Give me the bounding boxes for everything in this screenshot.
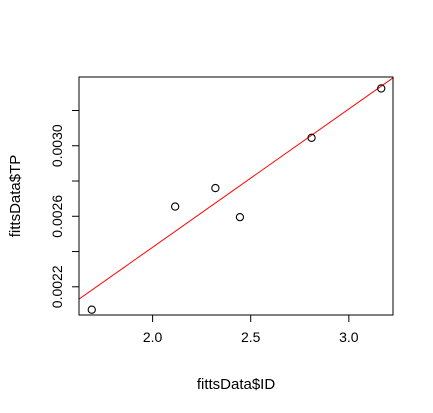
data-point [377,84,386,93]
regression-line [79,77,393,300]
x-axis: 2.0 2.5 3.0 [143,315,359,345]
x-tick-label: 2.0 [143,329,163,345]
plot-frame [78,76,394,316]
x-tick-label: 3.0 [339,329,359,345]
data-point [235,213,245,222]
x-axis-title: fittsData$ID [197,376,276,393]
data-point [171,202,180,211]
y-axis-title: fittsData$TP [7,155,24,238]
x-tick-label: 2.5 [241,329,261,345]
y-tick-label: 0.0022 [49,265,65,308]
y-tick-label: 0.0030 [49,124,65,167]
y-tick-label: 0.0026 [49,195,65,238]
y-axis: 0.0022 0.0026 0.0030 [49,109,79,308]
data-point [211,183,220,193]
data-point [87,305,96,314]
data-point [307,133,316,142]
